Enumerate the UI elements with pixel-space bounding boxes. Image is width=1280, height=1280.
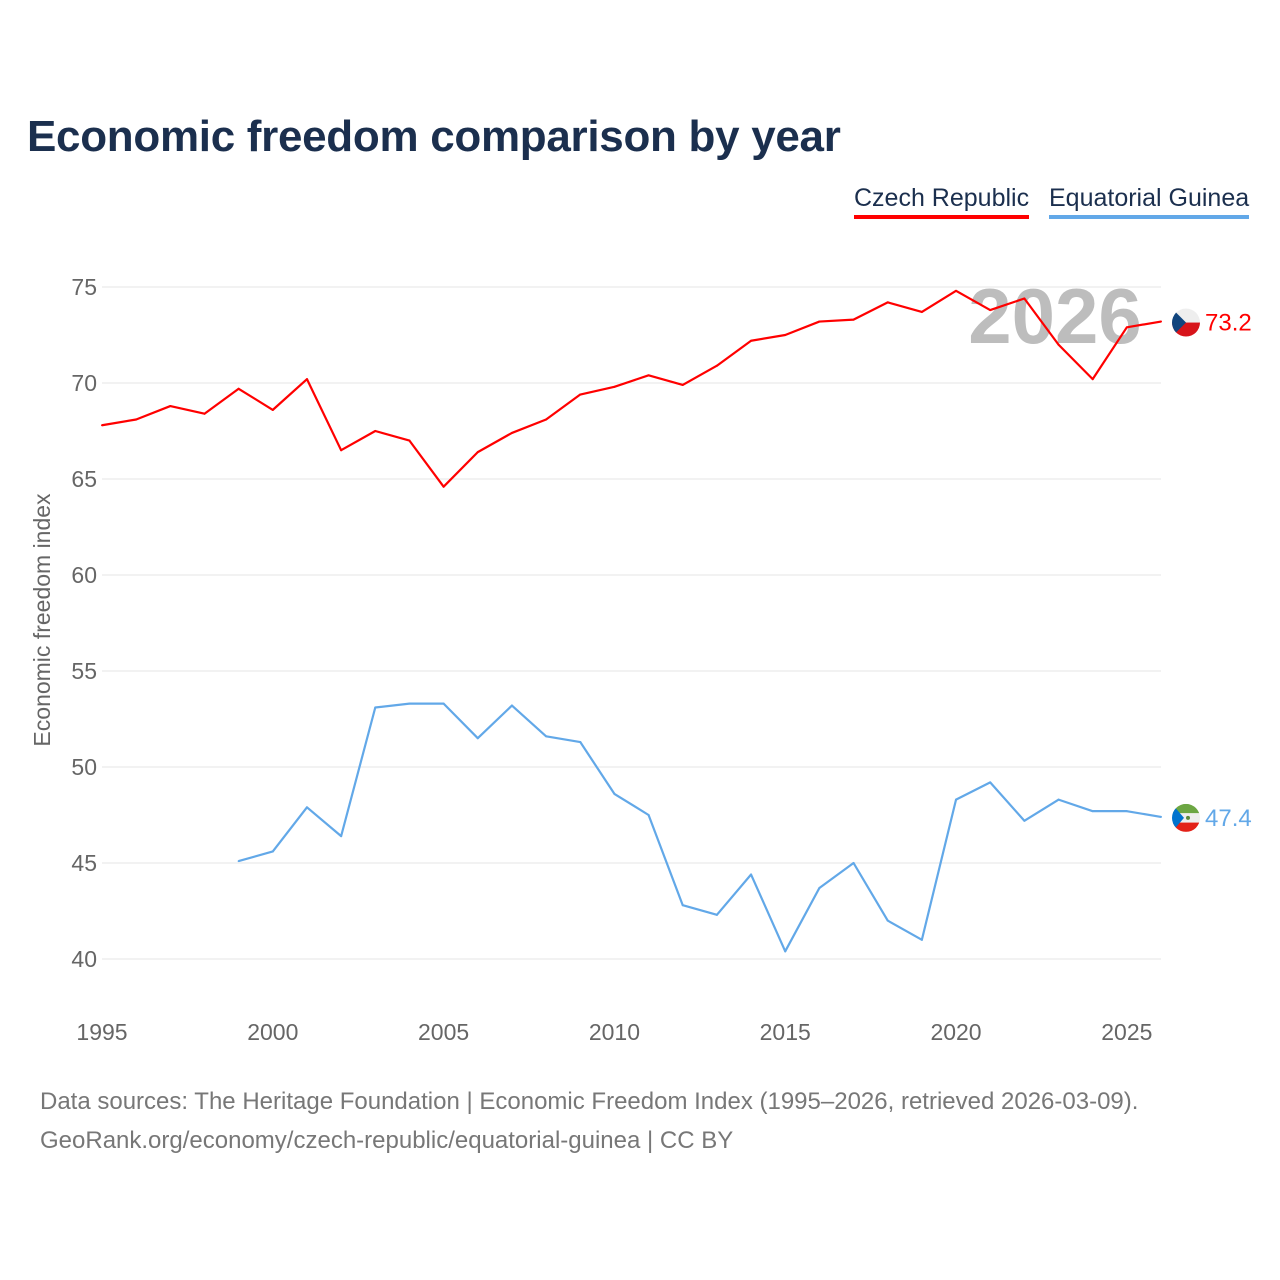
data-point bbox=[135, 418, 138, 421]
data-point bbox=[510, 431, 513, 434]
series-line-equatorial-guinea bbox=[238, 702, 1162, 953]
legend-equatorial-guinea[interactable]: Equatorial Guinea bbox=[1049, 184, 1250, 219]
data-point bbox=[1125, 810, 1128, 813]
data-point bbox=[271, 850, 274, 853]
y-tick-label: 55 bbox=[71, 658, 97, 684]
data-point bbox=[613, 792, 616, 795]
data-point bbox=[715, 913, 718, 916]
y-tick-label: 65 bbox=[71, 466, 97, 492]
source-line-1: Data sources: The Heritage Foundation | … bbox=[40, 1088, 1139, 1115]
data-point bbox=[1023, 819, 1026, 822]
data-point bbox=[203, 412, 206, 415]
y-tick-label: 40 bbox=[71, 946, 97, 972]
data-point bbox=[1160, 320, 1162, 323]
data-point bbox=[305, 378, 308, 381]
data-point bbox=[442, 485, 445, 488]
data-point bbox=[305, 806, 308, 809]
data-point bbox=[784, 334, 787, 336]
data-point bbox=[852, 318, 855, 321]
year-watermark: 2026 bbox=[968, 272, 1142, 360]
x-tick-label: 2025 bbox=[1101, 1019, 1152, 1045]
data-point bbox=[681, 904, 684, 907]
legend-czech-republic[interactable]: Czech Republic bbox=[854, 184, 1030, 219]
data-point bbox=[1091, 810, 1094, 813]
data-point bbox=[989, 309, 992, 312]
data-point bbox=[1023, 297, 1026, 300]
x-tick-label: 1995 bbox=[76, 1019, 127, 1045]
data-point bbox=[1091, 378, 1094, 381]
data-point bbox=[750, 873, 753, 876]
czech-flag-icon bbox=[1172, 308, 1200, 337]
data-point bbox=[886, 919, 889, 922]
data-point bbox=[920, 310, 923, 313]
data-point bbox=[579, 741, 582, 744]
chart-title: Economic freedom comparison by year bbox=[27, 112, 841, 161]
x-tick-label: 2010 bbox=[589, 1019, 640, 1045]
data-point bbox=[852, 862, 855, 864]
data-point bbox=[237, 860, 240, 863]
data-point bbox=[989, 781, 992, 784]
data-point bbox=[545, 735, 548, 738]
data-point bbox=[442, 702, 445, 705]
data-point bbox=[579, 393, 582, 396]
data-point bbox=[545, 418, 548, 421]
end-value-label: 47.4 bbox=[1205, 805, 1252, 832]
data-point bbox=[408, 439, 411, 442]
y-axis-label: Economic freedom index bbox=[29, 493, 55, 747]
data-point bbox=[715, 364, 718, 367]
x-tick-label: 2020 bbox=[930, 1019, 981, 1045]
data-point bbox=[101, 424, 103, 427]
data-point bbox=[476, 737, 479, 740]
data-point bbox=[955, 289, 958, 292]
x-tick-label: 2015 bbox=[760, 1019, 811, 1045]
data-point bbox=[340, 835, 343, 838]
x-tick-label: 2005 bbox=[418, 1019, 469, 1045]
data-point bbox=[408, 702, 411, 705]
y-tick-label: 45 bbox=[71, 850, 97, 876]
data-point bbox=[510, 704, 513, 707]
data-point bbox=[647, 374, 650, 377]
end-value-label: 73.2 bbox=[1205, 310, 1252, 337]
source-line-2[interactable]: GeoRank.org/economy/czech-republic/equat… bbox=[40, 1127, 734, 1154]
data-point bbox=[613, 385, 616, 388]
y-tick-label: 50 bbox=[71, 754, 97, 780]
data-point bbox=[886, 301, 889, 304]
data-point bbox=[476, 451, 479, 454]
data-point bbox=[750, 339, 753, 342]
series-line-czech-republic bbox=[101, 289, 1162, 488]
y-tick-label: 60 bbox=[71, 562, 97, 588]
y-tick-label: 75 bbox=[71, 274, 97, 300]
data-point bbox=[818, 886, 821, 889]
data-point bbox=[1125, 326, 1128, 329]
data-point bbox=[647, 814, 650, 816]
data-point bbox=[374, 706, 377, 709]
data-point bbox=[784, 950, 787, 953]
data-point bbox=[920, 938, 923, 941]
equatorial-guinea-flag-icon bbox=[1172, 803, 1200, 832]
data-point bbox=[1057, 343, 1060, 346]
data-point bbox=[818, 320, 821, 323]
data-point bbox=[271, 408, 274, 411]
data-point bbox=[1160, 815, 1162, 818]
data-point bbox=[374, 430, 377, 432]
data-point bbox=[340, 449, 343, 452]
data-point bbox=[237, 387, 240, 390]
data-point bbox=[681, 383, 684, 386]
data-point bbox=[1057, 798, 1060, 801]
data-point bbox=[955, 798, 958, 801]
data-point bbox=[169, 405, 172, 408]
x-tick-label: 2000 bbox=[247, 1019, 298, 1045]
y-tick-label: 70 bbox=[71, 370, 97, 396]
